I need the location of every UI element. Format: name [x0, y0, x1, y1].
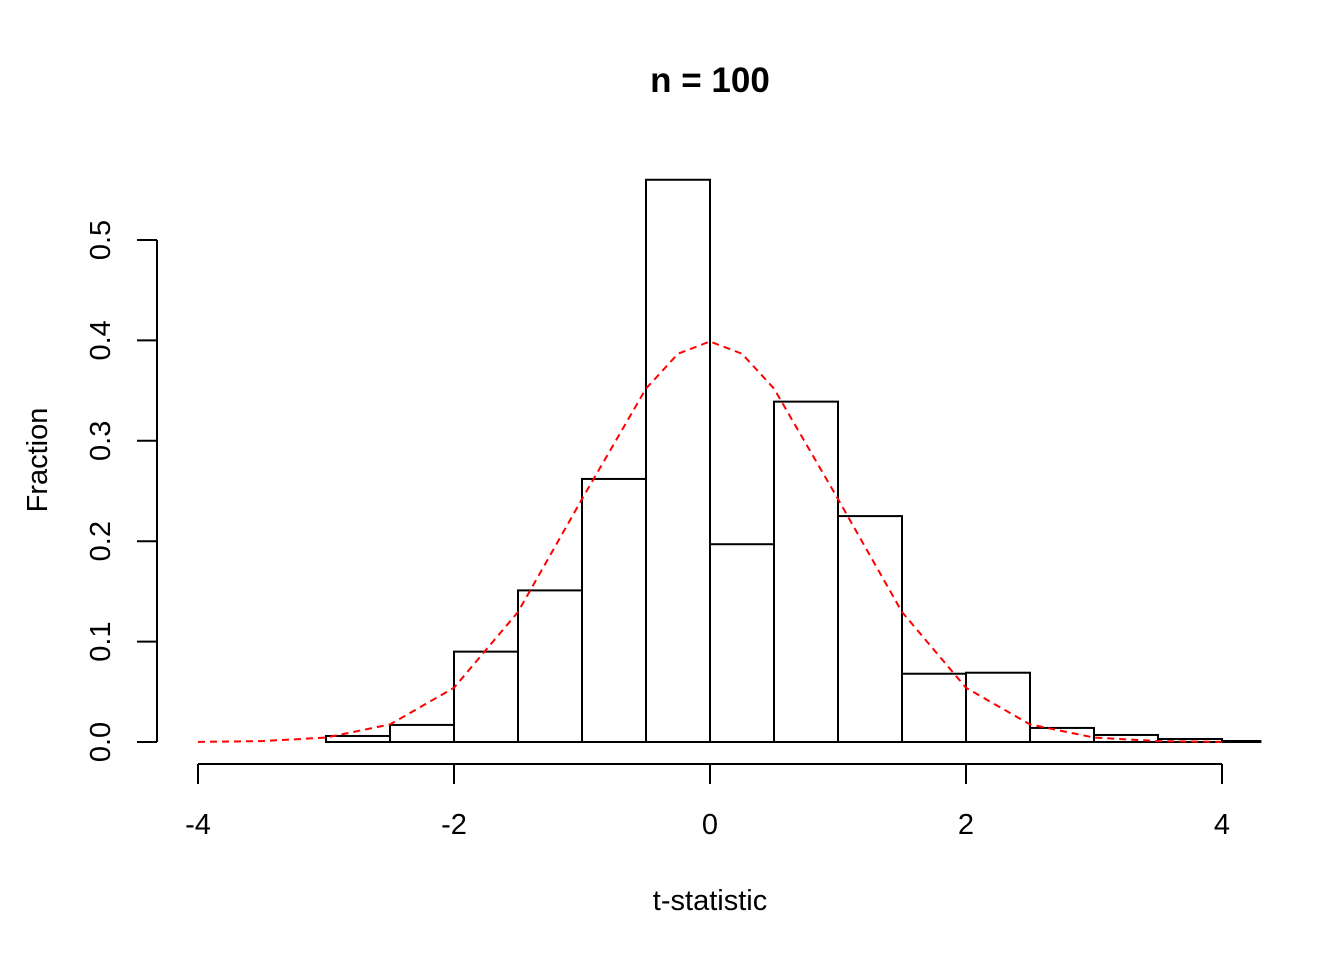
- histogram-bar: [581, 477, 647, 743]
- y-tick-label: 0.4: [85, 320, 117, 360]
- histogram-bar: [325, 734, 391, 743]
- y-tick-label: 0.5: [85, 220, 117, 260]
- x-tick-label: -4: [185, 809, 211, 841]
- histogram-bars: [325, 178, 1262, 744]
- x-axis: -4 -2 0 2 4: [185, 763, 1230, 841]
- y-axis-label: Fraction: [22, 408, 54, 513]
- histogram-bar: [1221, 740, 1262, 743]
- y-axis: 0.0 0.1 0.2 0.3 0.4 0.5: [85, 220, 158, 762]
- x-tick-label: 2: [958, 809, 974, 841]
- histogram-bar: [709, 543, 775, 744]
- x-tick-label: 4: [1214, 809, 1230, 841]
- histogram-bar: [389, 723, 455, 743]
- chart-title: n = 100: [650, 61, 770, 100]
- x-tick-label: 0: [702, 809, 718, 841]
- histogram-bar: [837, 515, 903, 743]
- reference-density-curve: [197, 340, 1223, 743]
- histogram-bar: [517, 589, 583, 744]
- histogram-bar: [645, 178, 711, 743]
- y-tick-label: 0.2: [85, 521, 117, 561]
- histogram-bar: [773, 400, 839, 743]
- y-tick-label: 0.1: [85, 621, 117, 661]
- x-tick-label: -2: [441, 809, 467, 841]
- histogram-bar: [453, 650, 519, 744]
- y-tick-label: 0.3: [85, 421, 117, 461]
- histogram-bar: [901, 672, 967, 743]
- x-axis-label: t-statistic: [653, 885, 767, 917]
- y-tick-label: 0.0: [85, 722, 117, 762]
- density-curve-line: [197, 340, 1223, 743]
- histogram-bar: [965, 671, 1031, 743]
